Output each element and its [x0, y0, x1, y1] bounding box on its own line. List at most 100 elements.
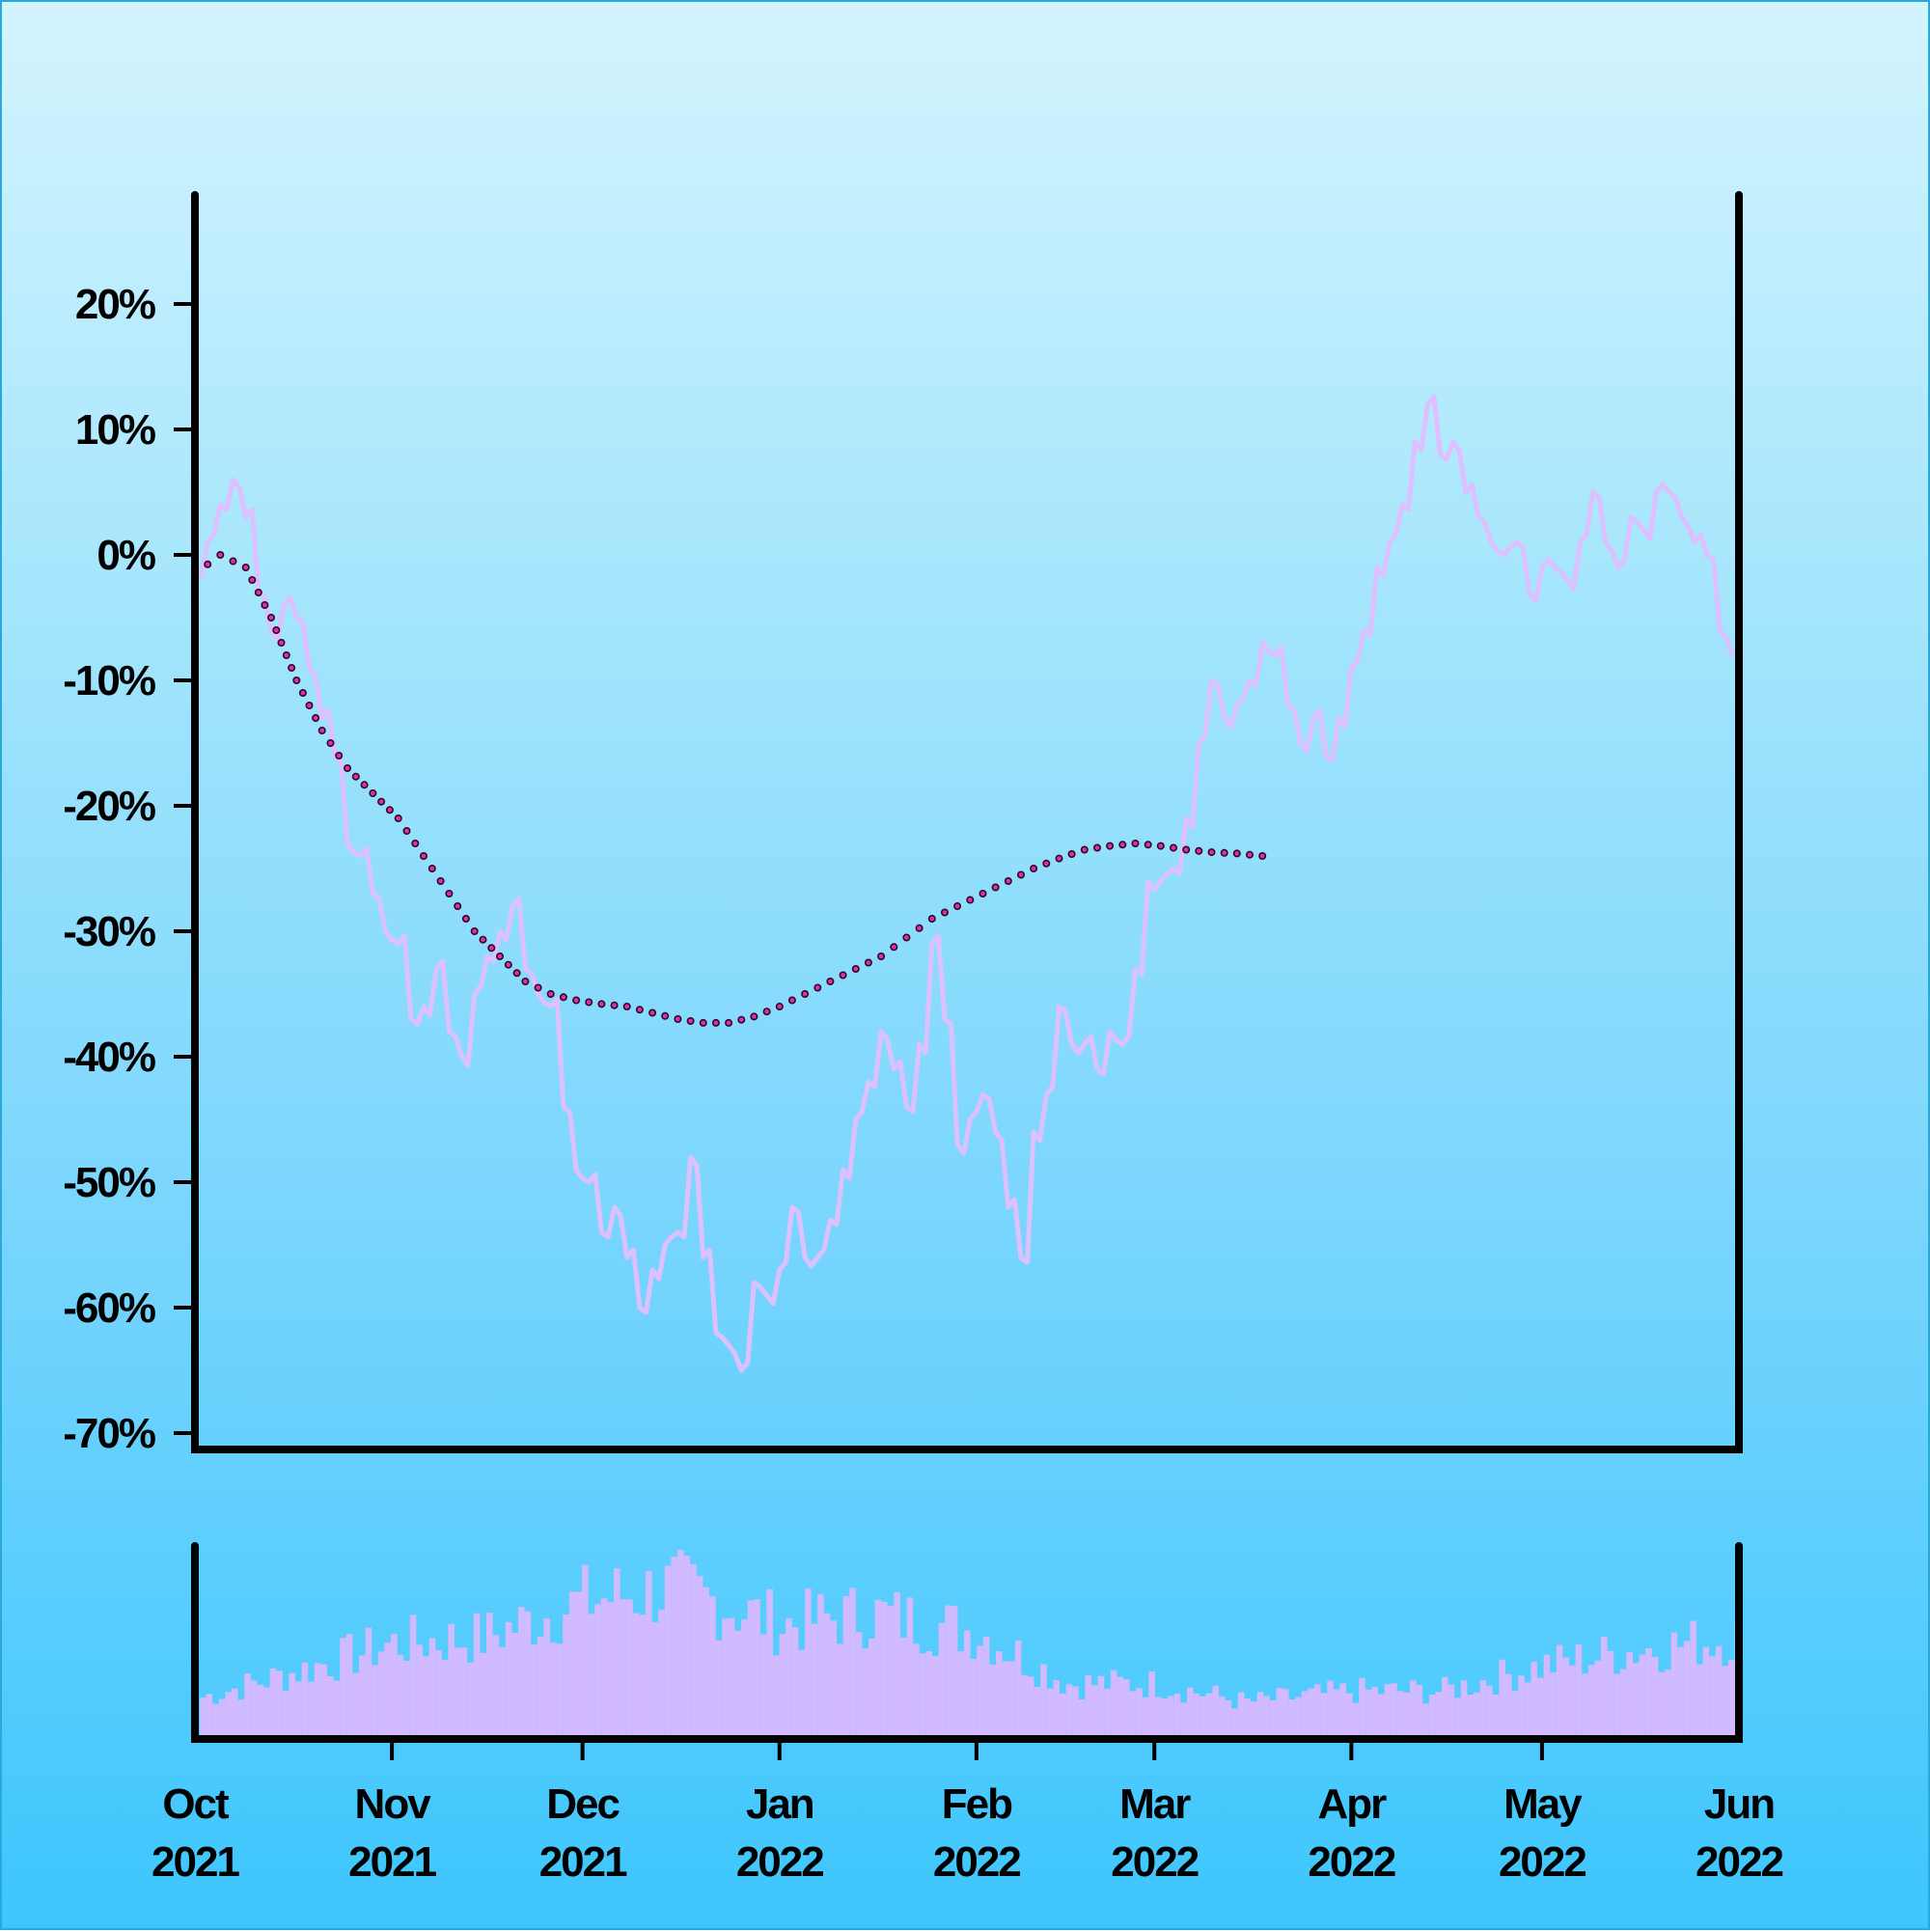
volume-bar — [671, 1557, 677, 1739]
volume-bar — [842, 1596, 850, 1739]
volume-bar — [289, 1672, 295, 1739]
volume-bar — [734, 1630, 741, 1739]
volume-bar — [1295, 1697, 1302, 1739]
volume-bar — [766, 1588, 773, 1739]
volume-bar — [614, 1568, 620, 1739]
moving-average-dot — [940, 908, 949, 917]
moving-average-dot — [1156, 842, 1165, 850]
volume-bar — [1371, 1687, 1378, 1739]
volume-bar — [1569, 1665, 1576, 1739]
volume-bar — [1205, 1693, 1213, 1739]
volume-bar — [1256, 1692, 1264, 1739]
moving-average-dot — [801, 990, 810, 999]
volume-bar — [1173, 1693, 1181, 1739]
moving-average-dot — [272, 625, 281, 634]
volume-bar — [550, 1642, 557, 1739]
volume-bar — [1460, 1680, 1468, 1739]
moving-average-dot — [1170, 843, 1178, 852]
moving-average-dot — [504, 960, 512, 969]
volume-bar — [1594, 1660, 1601, 1739]
moving-average-dot — [436, 876, 445, 885]
volume-bar — [945, 1605, 951, 1739]
volume-bar — [600, 1598, 608, 1739]
moving-average-dot — [385, 806, 394, 814]
volume-bar — [951, 1606, 958, 1739]
volume-bar — [1046, 1688, 1054, 1739]
volume-bar — [473, 1613, 481, 1739]
volume-bar — [1428, 1695, 1436, 1739]
moving-average-dot — [585, 998, 593, 1007]
volume-bar — [690, 1563, 697, 1739]
volume-bar — [1530, 1661, 1537, 1739]
volume-bar — [1391, 1683, 1397, 1739]
volume-bar — [403, 1660, 410, 1739]
volume-bar — [862, 1648, 868, 1739]
volume-bar — [1619, 1669, 1627, 1739]
volume-bar — [1320, 1693, 1328, 1739]
moving-average-dot — [254, 588, 262, 596]
volume-bar — [282, 1690, 290, 1739]
volume-bar — [543, 1618, 550, 1739]
volume-bar — [982, 1637, 990, 1739]
volume-bar — [664, 1565, 672, 1739]
volume-bar — [1014, 1640, 1022, 1739]
volume-bar — [677, 1549, 684, 1739]
volume-bar — [703, 1587, 709, 1739]
volume-bar — [1396, 1691, 1404, 1739]
moving-average-dot — [1042, 859, 1051, 868]
volume-bar — [1448, 1684, 1455, 1739]
moving-average-dot — [674, 1015, 682, 1024]
volume-bar — [1065, 1684, 1073, 1739]
volume-bar — [269, 1668, 277, 1739]
moving-average-dot — [487, 944, 496, 952]
volume-bar — [1715, 1645, 1723, 1739]
volume-bar — [206, 1694, 213, 1739]
moving-average-dot — [402, 826, 411, 835]
moving-average-dot — [312, 713, 320, 722]
x-axis: Oct 2021 Nov 2021 Dec 2021 Jan 2022 Feb 2022 Mar 20… — [152, 1739, 1784, 1886]
y-tick-label: 0% — [96, 532, 154, 579]
volume-bar — [237, 1699, 245, 1739]
moving-average-dot — [979, 889, 987, 897]
volume-bar — [1467, 1695, 1474, 1739]
volume-bar — [511, 1632, 518, 1739]
y-tick-label: 20% — [75, 281, 155, 328]
moving-average-dot — [512, 969, 521, 978]
moving-average-dot — [750, 1012, 758, 1021]
moving-average-dot — [953, 901, 962, 910]
moving-average-dot — [292, 676, 301, 684]
volume-bar — [1352, 1702, 1360, 1739]
volume-bar — [1237, 1692, 1245, 1739]
moving-average-dot — [851, 964, 860, 973]
volume-bar — [1269, 1700, 1277, 1739]
volume-bar — [626, 1599, 633, 1739]
volume-bar — [1231, 1708, 1238, 1739]
volume-bar — [855, 1632, 863, 1739]
volume-bar — [1142, 1697, 1149, 1739]
volume-bar — [1040, 1664, 1047, 1739]
volume-bar — [849, 1587, 856, 1739]
volume-bar — [1524, 1682, 1531, 1739]
volume-bar — [1626, 1651, 1633, 1739]
moving-average-dot — [648, 1008, 657, 1017]
volume-bar — [524, 1611, 532, 1739]
moving-average-dot — [521, 977, 530, 985]
volume-bar — [1123, 1679, 1130, 1739]
x-tick-label-month: Feb — [942, 1780, 1012, 1828]
volume-bar — [250, 1680, 258, 1739]
volume-bar — [632, 1613, 640, 1739]
moving-average-dot — [610, 1001, 619, 1009]
moving-average-dot — [470, 926, 479, 935]
moving-average-dot — [248, 575, 257, 584]
volume-bar — [1199, 1696, 1206, 1739]
volume-bar — [295, 1681, 302, 1739]
volume-bar — [1479, 1680, 1487, 1739]
volume-bar — [989, 1664, 996, 1739]
volume-bar — [773, 1655, 780, 1739]
volume-bar — [715, 1640, 723, 1739]
volume-bar — [894, 1592, 900, 1739]
volume-bar — [741, 1619, 748, 1739]
x-tick-label-month: Mar — [1119, 1780, 1191, 1828]
moving-average-dot — [787, 996, 796, 1005]
